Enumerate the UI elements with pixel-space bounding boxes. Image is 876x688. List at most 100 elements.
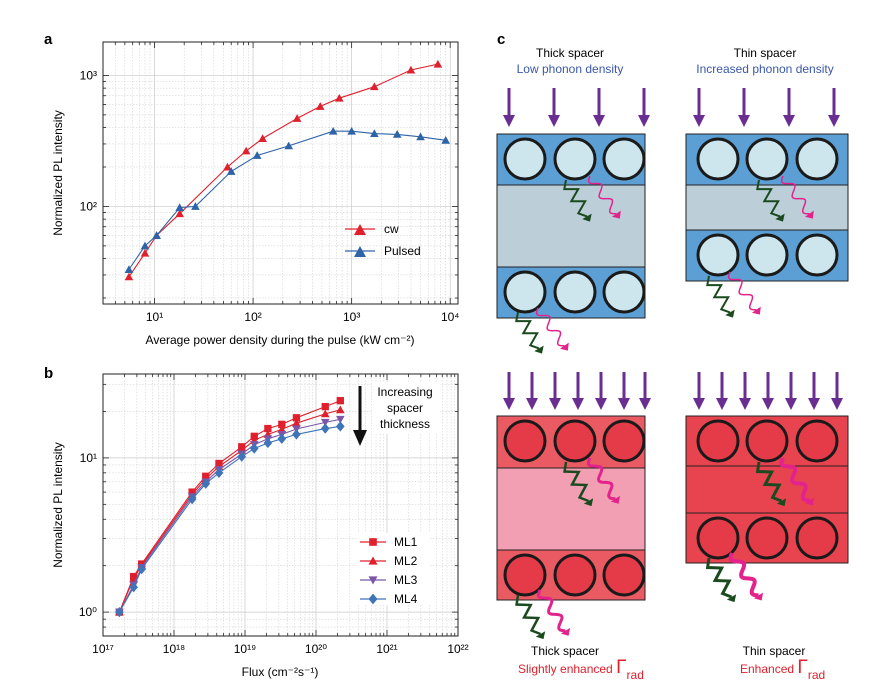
nanocrystal-dot	[553, 270, 597, 314]
photon-emission	[586, 457, 616, 501]
photon-emission	[535, 307, 565, 347]
spacer-layer-thick	[496, 184, 646, 268]
data-point	[328, 126, 338, 135]
data-point	[187, 494, 197, 505]
series-ml3	[115, 415, 345, 617]
nanocrystal-dot	[553, 419, 597, 463]
legend-marker	[368, 576, 378, 585]
phonon-emission-head-icon	[776, 498, 787, 507]
legend-marker	[368, 593, 378, 605]
nanocrystal-dot	[696, 233, 740, 277]
data-point	[347, 126, 356, 135]
annotation-line-3: thickness	[380, 417, 430, 431]
excitation-arrow-icon	[549, 398, 561, 410]
legend-entry-ml1: ML1	[360, 535, 418, 549]
data-point	[140, 248, 150, 257]
x-tick-label: 10²⁰	[305, 642, 327, 656]
chart-a-series	[124, 59, 450, 281]
nanocrystal-dot	[696, 137, 740, 181]
legend-label-pulsed: Pulsed	[384, 244, 421, 258]
photon-emission-head-icon	[804, 210, 814, 219]
chart-b-series	[115, 397, 345, 618]
excitation-arrow-icon	[526, 398, 538, 410]
y-tick-label: 10⁰	[79, 605, 97, 619]
excitation-arrow-icon	[693, 398, 705, 410]
legend-marker-pulsed	[354, 246, 366, 257]
gamma-subscript: rad	[627, 668, 644, 682]
data-point	[336, 421, 345, 432]
data-point	[292, 114, 302, 122]
excitation-arrow-icon	[595, 398, 607, 410]
phonon-emission-head-icon	[583, 498, 594, 507]
photon-emission	[780, 175, 810, 215]
emission-signals	[515, 175, 815, 640]
excitation-arrow-icon	[828, 115, 840, 127]
sublabel-text: Slightly enhanced	[518, 662, 616, 676]
data-point	[237, 451, 247, 462]
data-point	[370, 129, 379, 138]
nanocrystal-dot	[503, 419, 547, 463]
phonon-emission	[705, 557, 733, 599]
legend-entry-ml4: ML4	[360, 592, 418, 606]
panel-letter-c: c	[497, 31, 505, 48]
data-point	[320, 418, 330, 427]
phonon-emission-head-icon	[582, 213, 592, 222]
data-point	[336, 397, 344, 405]
annotation-line-2: spacer	[387, 401, 423, 415]
chart-a-grid	[102, 42, 458, 304]
data-point	[292, 429, 301, 440]
gamma-subscript: rad	[808, 668, 825, 682]
data-point	[277, 433, 287, 444]
data-point	[214, 467, 224, 479]
excitation-arrow-icon	[548, 115, 560, 127]
photon-emission-head-icon	[611, 210, 621, 219]
phonon-emission-head-icon	[775, 213, 785, 222]
y-tick-label: 10²	[80, 199, 97, 213]
y-tick-label: 10³	[80, 68, 97, 82]
nanocrystal-dot	[696, 516, 740, 560]
top-right-sublabel: Increased phonon density	[696, 62, 833, 76]
legend-label: ML4	[394, 592, 418, 606]
excitation-arrow-icon	[572, 398, 584, 410]
nanocrystal-dot	[602, 270, 646, 314]
sublabel-text: Enhanced	[740, 662, 797, 676]
chart-b-ticks: 10¹⁷ 10¹⁸ 10¹⁹ 10²⁰ 10²¹ 10²² 10⁰ 10¹	[79, 374, 469, 656]
data-point	[263, 437, 273, 449]
nanocrystal-dot	[553, 553, 597, 597]
data-point	[277, 425, 287, 433]
nanocrystal-dot	[745, 137, 789, 181]
series-pulsed	[124, 126, 450, 273]
photon-emission	[536, 589, 566, 633]
data-point	[175, 203, 184, 212]
nanocrystal-dot	[602, 553, 646, 597]
chart-a-ticks: 10¹ 10² 10³ 10⁴ 10² 10³	[80, 42, 459, 324]
chart-b-y-axis-label: Normalized PL intensity	[51, 442, 65, 568]
data-point	[258, 134, 267, 142]
chart-a-legend: cw Pulsed	[345, 222, 421, 258]
data-point	[223, 162, 232, 171]
bottom-right-sublabel: Enhanced Γrad	[740, 657, 825, 682]
phonon-emission	[563, 461, 589, 503]
chart-a-y-axis-label: Normalized PL intensity	[51, 110, 65, 236]
data-point	[191, 202, 200, 210]
nanocrystal-dot	[602, 419, 646, 463]
data-point	[315, 102, 325, 110]
top-right-label: Thin spacer	[734, 46, 797, 60]
gamma-symbol: Γ	[797, 657, 807, 678]
data-point	[370, 82, 379, 91]
annotation-background	[372, 382, 440, 434]
excitation-arrows	[503, 88, 843, 410]
photon-emission-head-icon	[753, 592, 764, 601]
nanocrystal-dot	[795, 137, 839, 181]
photon-emission	[779, 457, 810, 503]
data-point	[249, 443, 259, 454]
data-point	[335, 93, 344, 102]
chart-b-plot-frame	[102, 373, 459, 637]
legend-entry-ml3: ML3	[360, 573, 418, 587]
phonon-emission	[706, 275, 731, 314]
photon-emission-head-icon	[804, 497, 815, 506]
x-tick-label: 10²²	[447, 642, 468, 656]
nanocrystal-dot	[602, 137, 646, 181]
data-point	[406, 65, 416, 74]
